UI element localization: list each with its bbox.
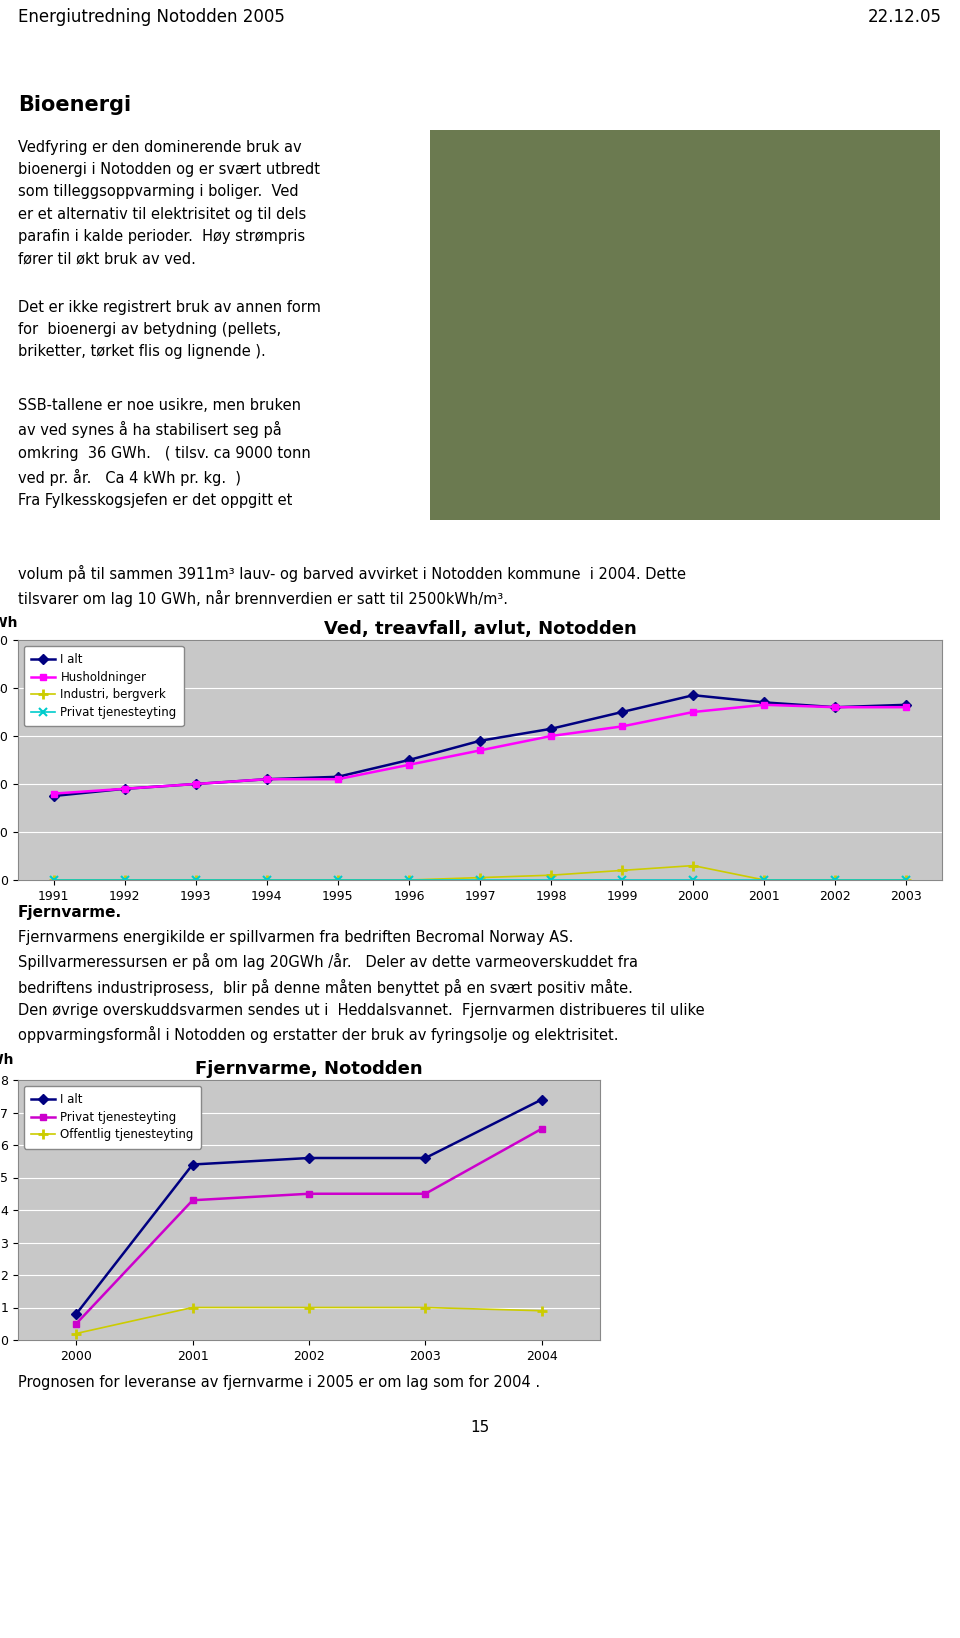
Text: Fjernvarmens energikilde er spillvarmen fra bedriften Becromal Norway AS.
Spillv: Fjernvarmens energikilde er spillvarmen … <box>18 930 705 1043</box>
Text: 15: 15 <box>470 1420 490 1435</box>
Text: GWh: GWh <box>0 1053 13 1066</box>
Text: volum på til sammen 3911m³ lauv- og barved avvirket i Notodden kommune  i 2004. : volum på til sammen 3911m³ lauv- og barv… <box>18 565 686 608</box>
Title: Ved, treavfall, avlut, Notodden: Ved, treavfall, avlut, Notodden <box>324 621 636 639</box>
Text: GWh: GWh <box>0 616 17 631</box>
Text: Bioenergi: Bioenergi <box>18 95 132 115</box>
Text: SSB-tallene er noe usikre, men bruken
av ved synes å ha stabilisert seg på
omkri: SSB-tallene er noe usikre, men bruken av… <box>18 398 311 508</box>
Text: Vedfyring er den dominerende bruk av
bioenergi i Notodden og er svært utbredt
so: Vedfyring er den dominerende bruk av bio… <box>18 139 320 265</box>
Text: Prognosen for leveranse av fjernvarme i 2005 er om lag som for 2004 .: Prognosen for leveranse av fjernvarme i … <box>18 1374 540 1391</box>
Title: Fjernvarme, Notodden: Fjernvarme, Notodden <box>195 1060 422 1078</box>
Text: Energiutredning Notodden 2005: Energiutredning Notodden 2005 <box>18 8 285 26</box>
Text: Fjernvarme.: Fjernvarme. <box>18 906 122 921</box>
Legend: I alt, Husholdninger, Industri, bergverk, Privat tjenesteyting: I alt, Husholdninger, Industri, bergverk… <box>24 645 183 726</box>
Text: 22.12.05: 22.12.05 <box>868 8 942 26</box>
Text: Det er ikke registrert bruk av annen form
for  bioenergi av betydning (pellets,
: Det er ikke registrert bruk av annen for… <box>18 300 321 359</box>
Legend: I alt, Privat tjenesteyting, Offentlig tjenesteyting: I alt, Privat tjenesteyting, Offentlig t… <box>24 1086 201 1148</box>
